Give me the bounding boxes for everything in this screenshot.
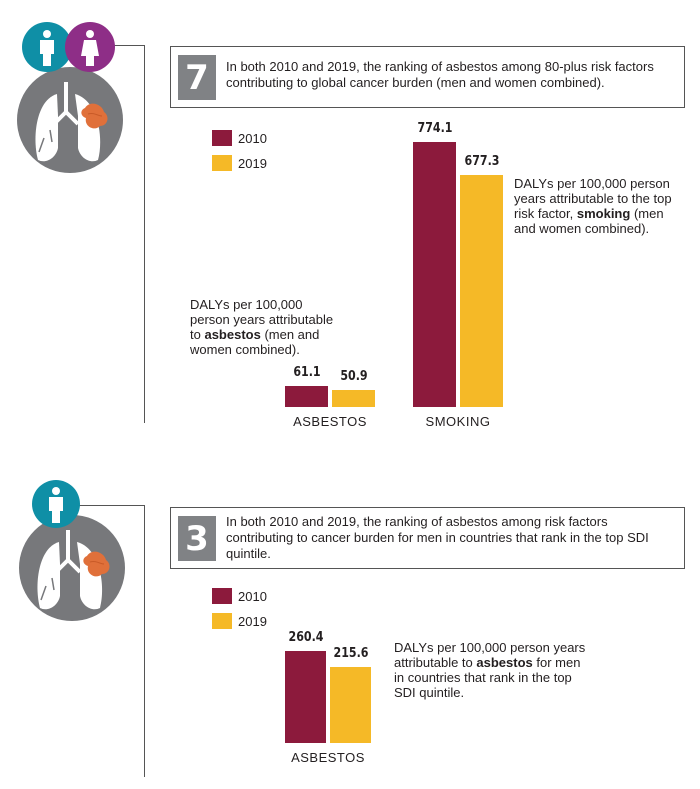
bar-smoking-2010 [413, 142, 456, 407]
man-icon [22, 22, 72, 72]
rank-number-1: 7 [185, 57, 209, 98]
legend-swatch-2019 [212, 155, 232, 171]
value-label-asbestos-2019: 50.9 [339, 368, 368, 384]
lungs-icon [17, 67, 123, 173]
value-label-asbestos-men-2010: 260.4 [288, 630, 323, 645]
woman-icon [65, 22, 115, 72]
note-asbestos-2: DALYs per 100,000 person years attributa… [394, 640, 586, 700]
value-label-smoking-2019: 677.3 [464, 154, 499, 170]
bar-asbestos-2019 [332, 389, 375, 407]
callout-box-2 [170, 507, 685, 569]
note-smoking-1: DALYs per 100,000 person years attributa… [514, 176, 672, 236]
connector-top [112, 45, 144, 46]
legend-label-2010: 2010 [238, 131, 267, 146]
legend-swatch-2010 [212, 130, 232, 146]
icon-group-top [17, 22, 123, 173]
rank-box-1: 7 [178, 55, 216, 100]
connector-bottom [76, 505, 144, 506]
value-label-asbestos-2010: 61.1 [292, 365, 321, 381]
bar-asbestos-men-2010 [285, 651, 326, 743]
bar-smoking-2019 [460, 175, 503, 407]
callout-box-1 [170, 46, 685, 108]
icon-group-bottom [19, 480, 125, 621]
legend-label-2019: 2019 [238, 156, 267, 171]
note-asbestos-1: DALYs per 100,000 person years attributa… [190, 297, 334, 357]
bar-asbestos-2010 [285, 386, 328, 407]
callout-text-1: In both 2010 and 2019, the ranking of as… [226, 59, 654, 90]
category-label-asbestos-men: ASBESTOS [291, 750, 365, 765]
man-icon [32, 480, 80, 528]
connector-left-1 [144, 45, 145, 423]
bar-asbestos-men-2019 [330, 666, 371, 743]
category-label-asbestos: ASBESTOS [293, 414, 367, 429]
connector-left-2 [144, 505, 145, 777]
rank-number-2: 3 [185, 518, 209, 559]
legend-swatch-2019-b [212, 613, 232, 629]
lungs-icon [19, 515, 125, 621]
value-label-asbestos-men-2019: 215.6 [333, 645, 368, 661]
legend-label-2010-b: 2010 [238, 589, 267, 604]
category-label-smoking: SMOKING [425, 414, 491, 429]
rank-box-2: 3 [178, 516, 216, 561]
legend-swatch-2010-b [212, 588, 232, 604]
value-label-smoking-2010: 774.1 [417, 121, 452, 136]
callout-text-2: In both 2010 and 2019, the ranking of as… [226, 514, 649, 561]
legend-label-2019-b: 2019 [238, 614, 267, 629]
